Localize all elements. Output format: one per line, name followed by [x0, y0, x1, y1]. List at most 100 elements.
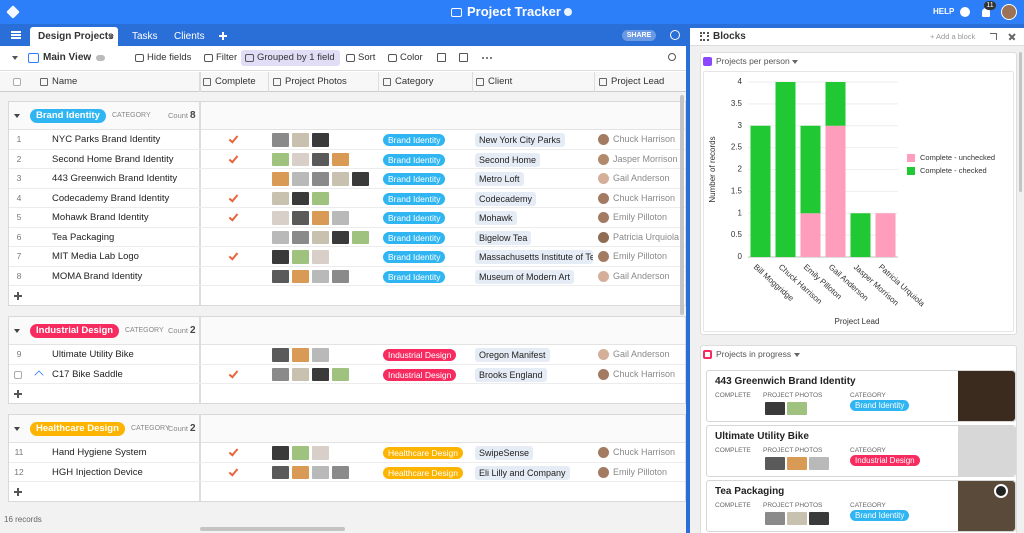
- row[interactable]: [9, 365, 685, 384]
- checkmark: [231, 232, 236, 241]
- client-chip[interactable]: Museum of Modern Art: [475, 269, 575, 284]
- icon: [312, 152, 329, 166]
- record-name[interactable]: NYC Parks Brand Identity: [52, 134, 161, 145]
- icon: [272, 250, 289, 264]
- column-header[interactable]: Category: [395, 76, 434, 87]
- client-chip[interactable]: Codecademy: [475, 191, 537, 206]
- client-chip[interactable]: Massachusetts Institute of Tech: [475, 250, 593, 264]
- row[interactable]: [9, 228, 685, 247]
- plus-icon[interactable]: [17, 292, 19, 300]
- record-name[interactable]: Codecademy Brand Identity: [52, 192, 170, 204]
- column-header[interactable]: Project Photos: [285, 76, 347, 87]
- row[interactable]: [9, 169, 685, 189]
- active-tab[interactable]: Design Projects: [30, 27, 118, 46]
- sort-button[interactable]: Sort: [358, 52, 376, 63]
- plus-icon[interactable]: [222, 32, 224, 40]
- client-chip[interactable]: Oregon Manifest: [475, 348, 550, 362]
- row[interactable]: [9, 443, 685, 463]
- record-name[interactable]: Hand Hygiene System: [52, 447, 147, 458]
- record-name[interactable]: Second Home Brand Identity: [52, 153, 174, 165]
- row[interactable]: [9, 208, 685, 228]
- plus-icon[interactable]: [17, 488, 19, 496]
- row[interactable]: [9, 189, 685, 208]
- dropdown-arrow[interactable]: [12, 56, 18, 60]
- filter-button[interactable]: Filter: [216, 52, 238, 63]
- dropdown-arrow[interactable]: [108, 35, 114, 39]
- icon: [199, 102, 201, 305]
- card-category: Brand Identity: [850, 510, 910, 521]
- bar-segment: [825, 82, 846, 126]
- tab[interactable]: Clients: [174, 31, 205, 42]
- column-header[interactable]: Name: [52, 76, 78, 87]
- column-header[interactable]: Project Lead: [611, 76, 665, 87]
- bar-segment: [800, 125, 821, 214]
- icon: [765, 402, 785, 415]
- color-button[interactable]: Color: [400, 52, 423, 63]
- icon: [292, 269, 309, 283]
- column-header[interactable]: Client: [488, 76, 513, 87]
- row[interactable]: [9, 463, 685, 482]
- y-tick-label: 1: [738, 208, 743, 217]
- icon: [787, 402, 807, 415]
- client-chip[interactable]: SwipeSense: [475, 446, 534, 460]
- checkmark: [231, 271, 236, 280]
- record-name[interactable]: Tea Packaging: [52, 231, 115, 243]
- notification-badge[interactable]: 11: [984, 1, 996, 10]
- dropdown-arrow[interactable]: [14, 427, 20, 431]
- dropdown-arrow[interactable]: [14, 114, 20, 118]
- icon: [245, 54, 254, 62]
- view-name[interactable]: Main View: [43, 52, 92, 63]
- client-chip[interactable]: Second Home: [475, 152, 541, 167]
- icon: [960, 7, 970, 17]
- y-tick-label: 3.5: [731, 99, 743, 108]
- icon: [982, 8, 990, 17]
- tab[interactable]: Tasks: [132, 31, 158, 42]
- client-chip[interactable]: Eli Lilly and Company: [475, 465, 570, 480]
- project-lead: Emily Pilloton: [613, 251, 668, 261]
- row[interactable]: [9, 267, 685, 286]
- record-name[interactable]: Mohawk Brand Identity: [52, 212, 149, 223]
- column-header[interactable]: Complete: [215, 76, 256, 87]
- row[interactable]: [9, 247, 685, 267]
- icon: [203, 78, 211, 86]
- record-name[interactable]: MOMA Brand Identity: [52, 270, 143, 282]
- icon: [1001, 4, 1017, 20]
- icon: [958, 371, 1015, 421]
- card-name: Ultimate Utility Bike: [715, 431, 809, 442]
- project-lead: Chuck Harrison: [613, 368, 676, 379]
- row[interactable]: [9, 130, 685, 150]
- project-lead: Gail Anderson: [613, 349, 670, 359]
- count-label: Count: [168, 424, 189, 433]
- record-name[interactable]: HGH Injection Device: [52, 466, 143, 478]
- share-button[interactable]: SHARE: [622, 30, 656, 41]
- dropdown-arrow[interactable]: [14, 329, 20, 333]
- client-chip[interactable]: Mohawk: [475, 211, 517, 225]
- hide-fields-button[interactable]: Hide fields: [147, 52, 192, 63]
- record-name[interactable]: MIT Media Lab Logo: [52, 251, 139, 262]
- category-tag: Brand Identity: [383, 173, 446, 185]
- dropdown-arrow[interactable]: [792, 60, 798, 64]
- icon: [312, 269, 329, 283]
- icon: [11, 34, 21, 36]
- row[interactable]: [9, 150, 685, 169]
- row[interactable]: [9, 345, 685, 365]
- dropdown-arrow[interactable]: [794, 353, 800, 357]
- chart-title[interactable]: Projects per person: [716, 56, 790, 66]
- record-name[interactable]: 443 Greenwich Brand Identity: [52, 173, 178, 184]
- icon: [272, 446, 289, 460]
- row-number: 3: [16, 173, 22, 183]
- help-link[interactable]: HELP: [933, 7, 955, 16]
- view-bar: [0, 46, 686, 71]
- list-title[interactable]: Projects in progress: [716, 349, 792, 359]
- record-name[interactable]: Ultimate Utility Bike: [52, 349, 134, 360]
- client-chip[interactable]: Brooks England: [475, 367, 547, 382]
- client-chip[interactable]: New York City Parks: [475, 133, 565, 147]
- plus-icon[interactable]: [17, 390, 19, 398]
- category-tag: Brand Identity: [383, 134, 446, 146]
- add-block[interactable]: + Add a block: [930, 32, 976, 41]
- record-name[interactable]: C17 Bike Saddle: [52, 368, 123, 380]
- client-chip[interactable]: Metro Loft: [475, 172, 524, 186]
- client-chip[interactable]: Bigelow Tea: [475, 230, 532, 245]
- icon: [598, 153, 609, 165]
- grouped-button[interactable]: Grouped by 1 field: [241, 50, 340, 66]
